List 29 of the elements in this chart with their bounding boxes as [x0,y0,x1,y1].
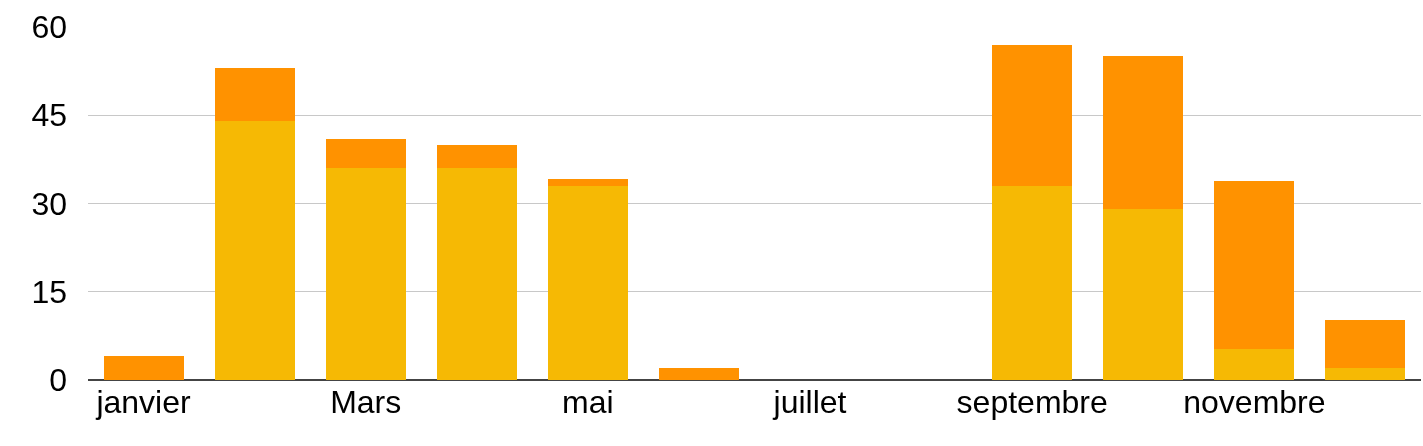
x-tick-label: janvier [95,384,192,420]
bar [1325,319,1406,369]
bar [1214,348,1295,380]
bar [325,138,406,169]
bar [547,178,628,186]
x-tick-label: mai [562,384,614,420]
y-tick-label: 0 [49,362,67,399]
x-tick-label: septembre [956,384,1108,420]
y-tick-label: 30 [31,185,67,222]
bar [1103,209,1184,380]
y-tick-label: 60 [31,9,67,46]
bar [992,44,1073,186]
bar [103,356,184,380]
bar [547,185,628,380]
bar [325,168,406,380]
bar [214,121,295,380]
bar [1214,181,1295,349]
bar [658,368,739,380]
bar [214,68,295,122]
x-tick-label: juillet [772,384,847,420]
bar [436,144,517,169]
y-tick-label: 15 [31,273,67,310]
bar [1103,56,1184,210]
bar [1325,368,1406,380]
x-tick-label: Mars [330,384,402,420]
bar [992,185,1073,380]
x-tick-label: novembre [1183,384,1326,420]
bar [436,168,517,380]
y-tick-label: 45 [31,97,67,134]
